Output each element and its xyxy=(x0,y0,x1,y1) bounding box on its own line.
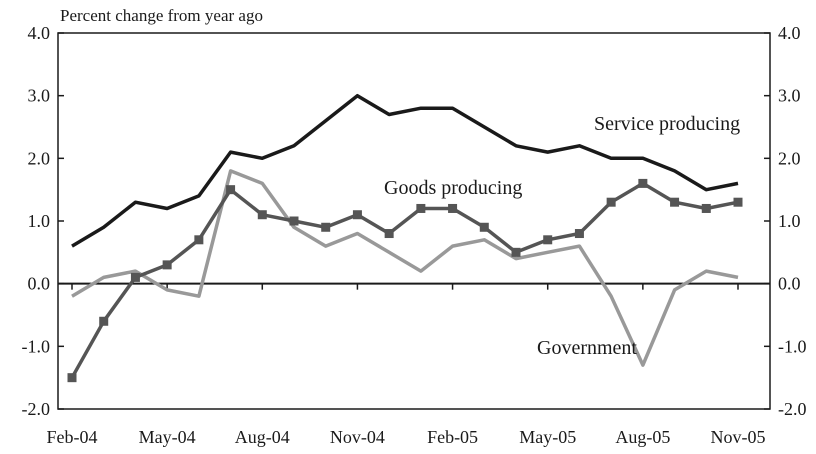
plot-frame xyxy=(57,32,771,410)
chart-title: Percent change from year ago xyxy=(60,6,263,25)
y-tick-label-right: 2.0 xyxy=(778,148,801,168)
series-label-goods-producing: Goods producing xyxy=(384,177,522,199)
y-tick-label-right: 0.0 xyxy=(778,274,801,294)
series-marker-goods-producing xyxy=(479,222,489,232)
axes: 4.0 4.0 3.0 3.0 2.0 2.0 1.0 1.0 0.0 0.0 -1.0 -1.0 -2… xyxy=(22,23,807,447)
y-tick-label-left: -1.0 xyxy=(22,336,51,356)
series-line-service-producing xyxy=(71,93,739,248)
series-marker-goods-producing xyxy=(226,185,236,195)
y-tick-label-left: 0.0 xyxy=(28,274,51,294)
x-tick-label: May-05 xyxy=(519,427,576,447)
series-marker-goods-producing xyxy=(638,178,648,188)
x-tick-label: Feb-05 xyxy=(427,427,478,447)
x-tick-label: May-04 xyxy=(139,427,196,447)
series-marker-goods-producing xyxy=(543,235,553,245)
y-tick-label-left: 2.0 xyxy=(28,148,51,168)
series-marker-goods-producing xyxy=(384,229,394,239)
series-marker-goods-producing xyxy=(194,235,204,245)
y-tick-label-right: 4.0 xyxy=(778,23,801,43)
series-marker-goods-producing xyxy=(352,210,362,220)
series-marker-goods-producing xyxy=(257,210,267,220)
series-label-service-producing: Service producing xyxy=(594,113,740,135)
series-marker-goods-producing xyxy=(606,197,616,207)
x-tick-label: Aug-04 xyxy=(235,427,290,447)
series-marker-goods-producing xyxy=(670,197,680,207)
series-labels: Service producing Goods producing Governme… xyxy=(384,113,740,359)
x-tick-label: Feb-04 xyxy=(47,427,98,447)
y-tick-label-left: 3.0 xyxy=(28,86,51,106)
series-marker-goods-producing xyxy=(289,216,299,226)
y-tick-label-left: 4.0 xyxy=(28,23,51,43)
series-marker-goods-producing xyxy=(130,272,140,282)
y-tick-label-right: -2.0 xyxy=(778,399,807,419)
y-tick-label-right: 1.0 xyxy=(778,211,801,231)
x-tick-label: Aug-05 xyxy=(615,427,670,447)
series-line-goods-producing xyxy=(70,181,739,379)
series-marker-goods-producing xyxy=(321,222,331,232)
x-tick-label: Nov-04 xyxy=(330,427,385,447)
series-marker-goods-producing xyxy=(511,247,521,257)
series-layer xyxy=(67,93,743,383)
series-marker-goods-producing xyxy=(733,197,743,207)
y-tick-label-left: 1.0 xyxy=(28,211,51,231)
series-marker-goods-producing xyxy=(448,203,458,213)
series-label-government: Government xyxy=(537,337,637,359)
series-line-government xyxy=(71,169,739,367)
series-marker-goods-producing xyxy=(416,203,426,213)
series-marker-goods-producing xyxy=(574,229,584,239)
series-marker-goods-producing xyxy=(67,373,77,383)
x-tick-label: Nov-05 xyxy=(711,427,766,447)
series-marker-goods-producing xyxy=(162,260,172,270)
y-tick-label-right: 3.0 xyxy=(778,86,801,106)
series-marker-goods-producing xyxy=(701,203,711,213)
y-tick-label-right: -1.0 xyxy=(778,336,807,356)
series-marker-goods-producing xyxy=(99,316,109,326)
y-tick-label-left: -2.0 xyxy=(22,399,51,419)
